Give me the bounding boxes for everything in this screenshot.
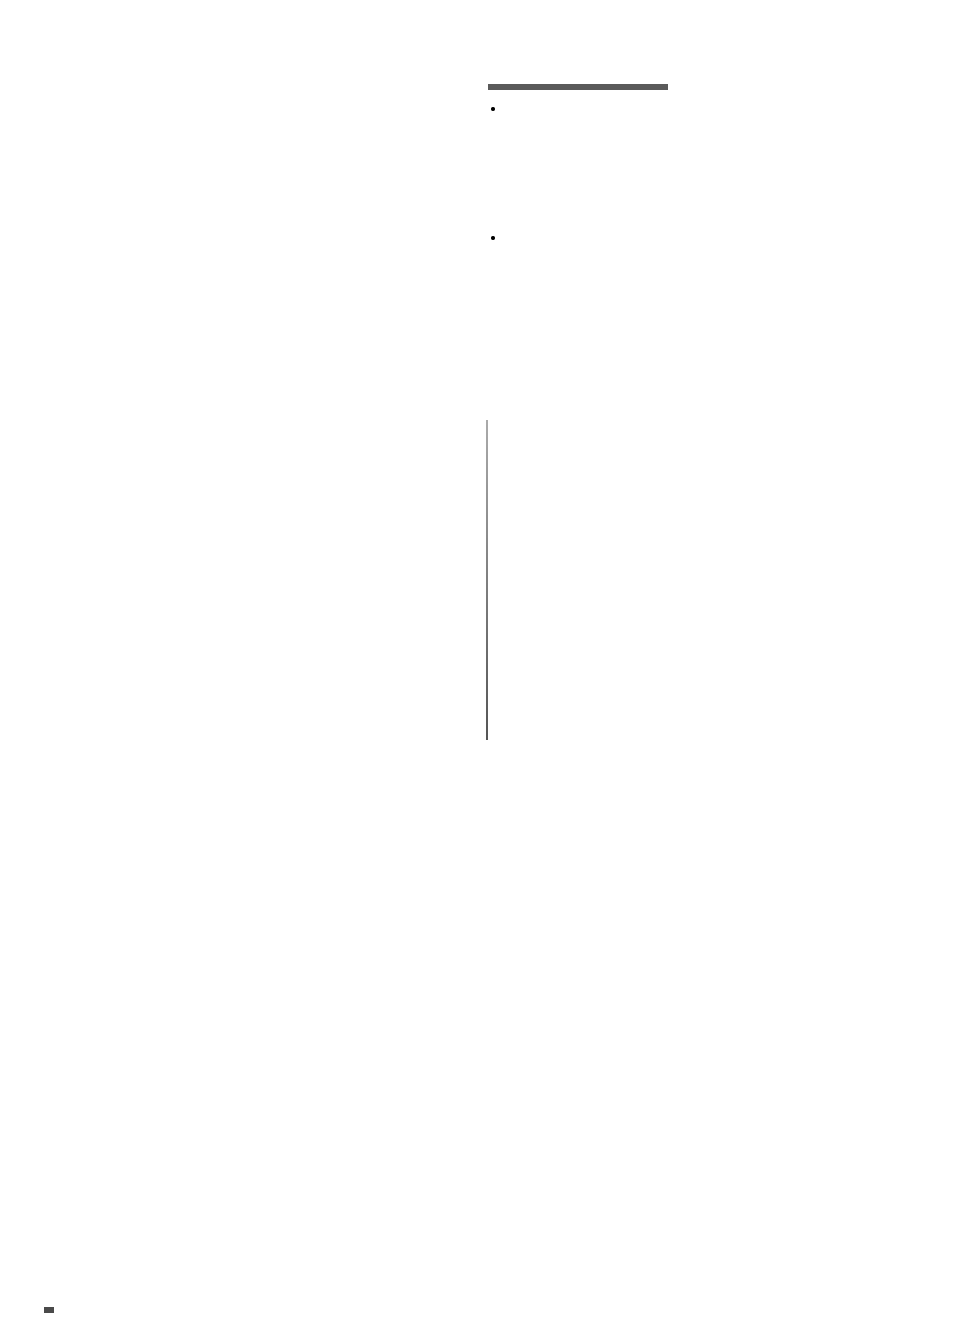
page-number-badge	[44, 1307, 54, 1313]
note-bullet	[506, 100, 916, 119]
left-column	[44, 54, 464, 276]
right-column	[488, 54, 916, 276]
page	[0, 0, 954, 1339]
note-label	[488, 84, 668, 90]
bullet-text	[506, 229, 916, 248]
content-columns	[44, 54, 916, 276]
column-divider	[486, 420, 488, 740]
